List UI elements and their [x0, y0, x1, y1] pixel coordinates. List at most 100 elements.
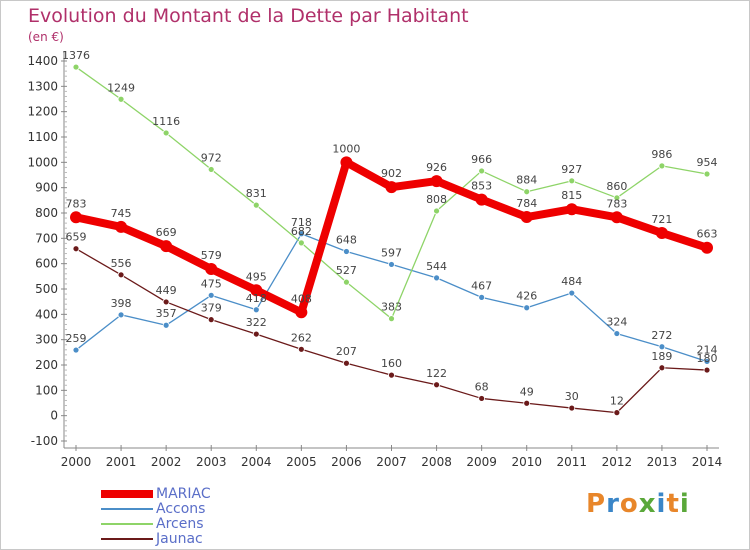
data-point-arcens: [658, 162, 666, 170]
data-label-mariac: 815: [561, 189, 582, 202]
data-label-accons: 426: [516, 290, 537, 303]
data-point-mariac: [70, 211, 82, 224]
y-tick-label: 1400: [27, 54, 58, 68]
x-tick-label: 2006: [331, 455, 362, 469]
data-label-jaunac: 12: [610, 395, 624, 408]
data-label-arcens: 972: [201, 151, 222, 164]
data-point-arcens: [388, 315, 395, 323]
data-label-jaunac: 262: [291, 331, 312, 344]
data-point-arcens: [297, 239, 305, 247]
data-point-mariac: [610, 211, 623, 224]
data-point-arcens: [72, 63, 80, 71]
data-point-accons: [523, 304, 531, 312]
data-label-accons: 357: [156, 307, 177, 320]
data-label-accons: 398: [111, 297, 132, 310]
data-label-accons: 484: [561, 275, 582, 288]
data-point-jaunac: [568, 404, 576, 412]
data-label-mariac: 926: [426, 161, 447, 174]
data-point-mariac: [520, 211, 533, 224]
data-point-arcens: [703, 170, 711, 178]
data-label-arcens: 808: [426, 193, 447, 206]
chart-title: Evolution du Montant de la Dette par Hab…: [28, 5, 469, 27]
data-point-accons: [388, 261, 395, 268]
y-tick-label: 1100: [27, 130, 58, 144]
data-label-arcens: 527: [336, 264, 357, 277]
data-label-arcens: 383: [381, 301, 402, 314]
legend-label-accons: Accons: [156, 501, 206, 517]
data-label-arcens: 1376: [62, 49, 90, 62]
data-point-jaunac: [343, 359, 350, 367]
data-point-jaunac: [703, 366, 711, 374]
data-point-accons: [297, 230, 305, 238]
data-label-jaunac: 122: [426, 367, 447, 380]
data-point-jaunac: [72, 245, 80, 253]
data-label-jaunac: 322: [246, 316, 267, 329]
data-point-jaunac: [297, 345, 305, 353]
data-point-arcens: [433, 207, 440, 215]
data-point-accons: [72, 346, 80, 354]
data-label-jaunac: 189: [651, 350, 672, 363]
data-point-arcens: [207, 166, 215, 173]
data-point-accons: [433, 274, 440, 282]
x-tick-label: 2012: [602, 455, 633, 469]
data-label-jaunac: 379: [201, 302, 222, 315]
data-point-accons: [703, 358, 711, 365]
x-tick-label: 2014: [692, 455, 723, 469]
data-label-mariac: 495: [246, 270, 267, 283]
legend-label-jaunac: Jaunac: [156, 531, 203, 547]
data-label-arcens: 1116: [152, 115, 180, 128]
y-tick-label: 100: [35, 383, 58, 397]
data-point-arcens: [343, 278, 350, 286]
data-label-arcens: 884: [516, 174, 537, 187]
data-label-mariac: 783: [66, 197, 87, 210]
data-point-jaunac: [613, 409, 621, 417]
data-point-accons: [117, 311, 125, 319]
data-point-accons: [568, 289, 576, 297]
data-point-mariac: [701, 241, 713, 254]
data-label-accons: 214: [697, 343, 718, 356]
data-label-arcens: 831: [246, 187, 267, 200]
data-point-mariac: [205, 262, 218, 275]
x-tick-label: 2011: [557, 455, 588, 469]
data-label-arcens: 966: [471, 153, 492, 166]
x-tick-label: 2003: [196, 455, 227, 469]
y-tick-label: 0: [50, 409, 58, 423]
data-point-accons: [252, 306, 260, 314]
data-label-mariac: 784: [516, 197, 537, 210]
x-tick-label: 2001: [106, 455, 137, 469]
data-label-mariac: 721: [651, 213, 672, 226]
y-tick-label: 1000: [27, 155, 58, 169]
data-point-arcens: [523, 188, 531, 196]
data-point-accons: [613, 330, 621, 337]
data-point-jaunac: [658, 364, 666, 372]
data-label-accons: 648: [336, 234, 357, 247]
data-point-jaunac: [433, 381, 440, 389]
y-tick-label: 700: [35, 231, 58, 245]
data-label-accons: 467: [471, 279, 492, 292]
legend-label-mariac: MARIAC: [156, 486, 211, 502]
data-label-accons: 597: [381, 246, 402, 259]
data-point-mariac: [115, 220, 128, 233]
brand-logo: Proxiti: [586, 489, 690, 519]
data-point-jaunac: [252, 330, 260, 338]
data-point-arcens: [613, 194, 621, 202]
data-point-mariac: [160, 240, 173, 253]
data-label-mariac: 1000: [332, 142, 360, 155]
data-label-jaunac: 160: [381, 357, 402, 370]
data-label-mariac: 745: [111, 207, 132, 220]
data-point-mariac: [565, 203, 578, 216]
data-point-arcens: [478, 167, 486, 175]
data-point-accons: [658, 343, 666, 351]
data-point-arcens: [252, 201, 260, 209]
x-tick-label: 2007: [376, 455, 407, 469]
data-label-jaunac: 449: [156, 284, 177, 297]
y-tick-label: 200: [35, 358, 58, 372]
data-label-mariac: 783: [606, 197, 627, 210]
y-tick-label: 1300: [27, 79, 58, 93]
data-point-jaunac: [162, 298, 170, 306]
data-label-accons: 272: [651, 329, 672, 342]
data-label-accons: 418: [246, 292, 267, 305]
data-point-accons: [162, 321, 170, 329]
y-tick-label: 300: [35, 333, 58, 347]
